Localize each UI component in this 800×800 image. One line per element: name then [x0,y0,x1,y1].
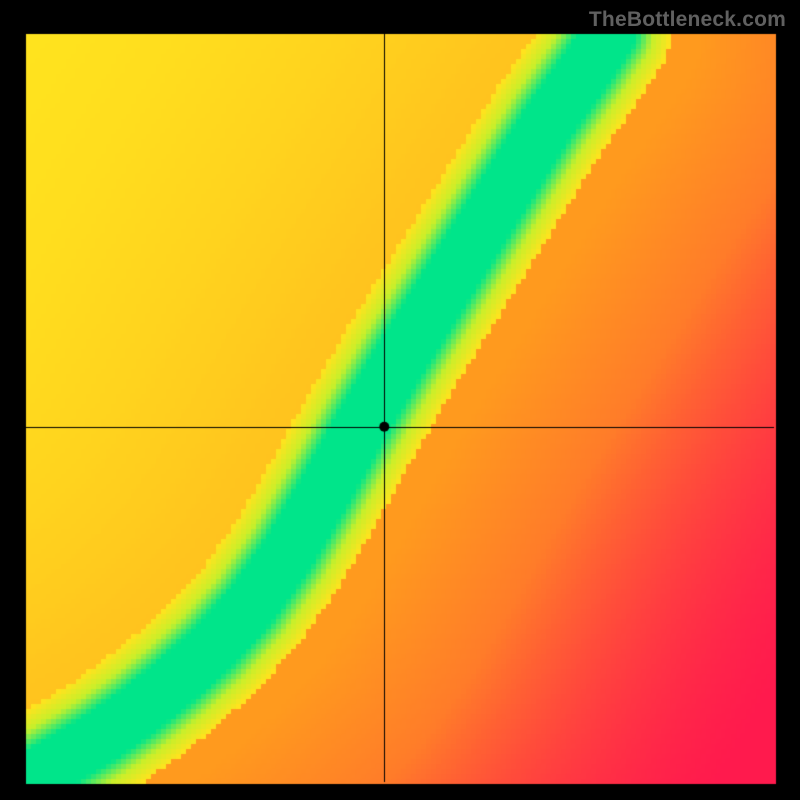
watermark-text: TheBottleneck.com [589,8,786,32]
heatmap-canvas [0,0,800,800]
chart-container: TheBottleneck.com [0,0,800,800]
